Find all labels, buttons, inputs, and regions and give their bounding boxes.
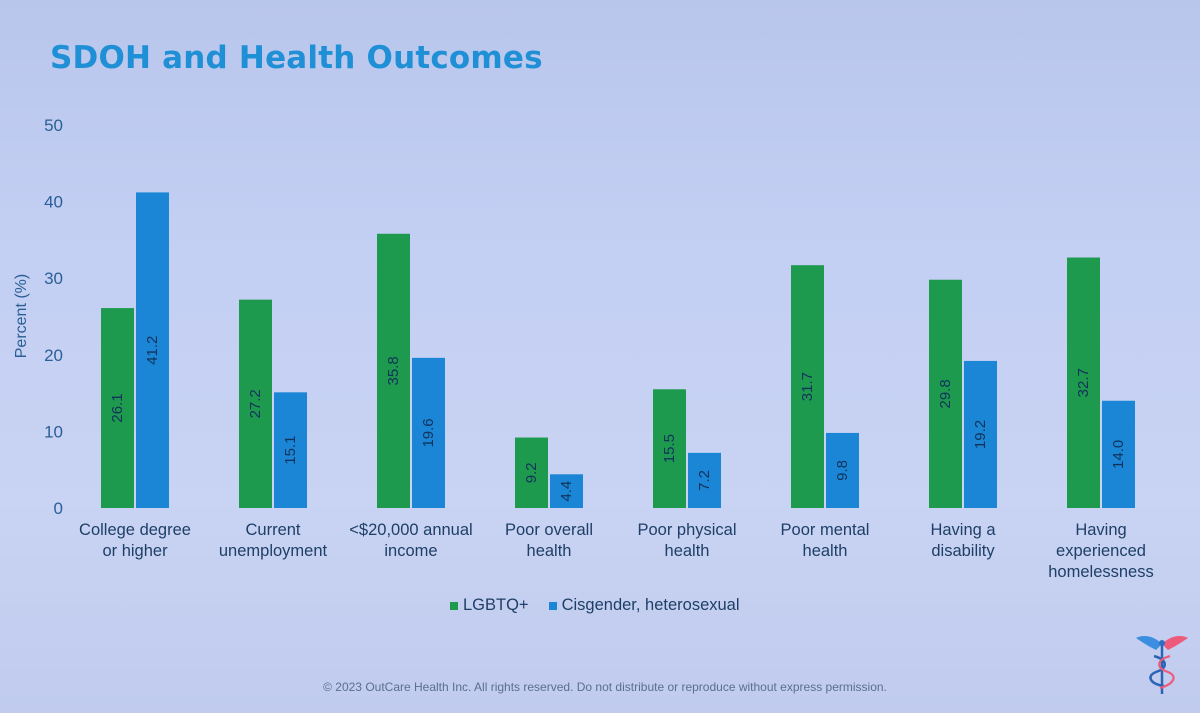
x-category-label: Poor mental bbox=[781, 521, 870, 539]
data-label: 9.2 bbox=[523, 462, 540, 483]
x-category-label: experienced bbox=[1056, 542, 1146, 560]
bar-lgbtq bbox=[929, 279, 962, 508]
data-label: 4.4 bbox=[558, 481, 575, 502]
x-category-label: disability bbox=[931, 542, 995, 560]
x-category-label: income bbox=[384, 542, 437, 560]
data-label: 29.8 bbox=[937, 379, 954, 408]
x-category-label: homelessness bbox=[1048, 563, 1153, 581]
y-axis-label: Percent (%) bbox=[13, 274, 30, 358]
y-tick-label: 0 bbox=[54, 499, 63, 518]
bar-cisgender bbox=[550, 474, 583, 508]
bar-cisgender bbox=[964, 360, 997, 508]
x-category-label: Poor overall bbox=[505, 521, 593, 539]
y-tick-label: 10 bbox=[44, 422, 63, 441]
legend-label-cisgender: Cisgender, heterosexual bbox=[561, 596, 740, 614]
copyright-notice: © 2023 OutCare Health Inc. All rights re… bbox=[323, 680, 887, 694]
x-category-label: Poor physical bbox=[637, 521, 736, 539]
bar-lgbtq bbox=[377, 233, 410, 508]
x-category-label: health bbox=[665, 542, 710, 560]
legend-label-lgbtq: LGBTQ+ bbox=[463, 596, 529, 614]
chart-legend: LGBTQ+ Cisgender, heterosexual bbox=[450, 596, 740, 615]
y-tick-label: 20 bbox=[44, 346, 63, 365]
x-category-label: <$20,000 annual bbox=[349, 521, 472, 539]
legend-item-lgbtq: LGBTQ+ bbox=[450, 596, 529, 615]
x-category-label: Having bbox=[1075, 521, 1126, 539]
bar-lgbtq bbox=[515, 437, 548, 508]
data-label: 19.2 bbox=[972, 420, 989, 449]
data-label: 19.6 bbox=[420, 418, 437, 447]
data-label: 15.5 bbox=[661, 434, 678, 463]
bar-cisgender bbox=[136, 192, 169, 508]
y-tick-label: 40 bbox=[44, 193, 63, 212]
bar-lgbtq bbox=[1067, 257, 1100, 508]
y-tick-label: 30 bbox=[44, 269, 63, 288]
data-label: 9.8 bbox=[834, 460, 851, 481]
bar-cisgender bbox=[274, 392, 307, 508]
data-label: 14.0 bbox=[1110, 440, 1127, 469]
data-label: 32.7 bbox=[1075, 368, 1092, 397]
data-label: 7.2 bbox=[696, 470, 713, 491]
legend-swatch-cisgender bbox=[548, 601, 557, 610]
x-category-label: unemployment bbox=[219, 542, 328, 560]
bar-cisgender bbox=[688, 452, 721, 508]
caduceus-logo-icon bbox=[1136, 636, 1188, 694]
bar-cisgender bbox=[412, 357, 445, 508]
bar-lgbtq bbox=[791, 265, 824, 508]
y-tick-label: 50 bbox=[44, 116, 63, 135]
data-label: 15.1 bbox=[282, 436, 299, 465]
x-category-label: College degree bbox=[79, 521, 191, 539]
x-category-label: Current bbox=[245, 521, 300, 539]
x-category-label: health bbox=[803, 542, 848, 560]
x-category-label: Having a bbox=[930, 521, 996, 539]
data-label: 31.7 bbox=[799, 372, 816, 401]
data-label: 35.8 bbox=[385, 356, 402, 385]
slide-title: SDOH and Health Outcomes bbox=[50, 40, 543, 76]
bar-cisgender bbox=[826, 432, 859, 508]
legend-swatch-lgbtq bbox=[450, 601, 458, 610]
bar-lgbtq bbox=[653, 389, 686, 508]
legend-item-cisgender: Cisgender, heterosexual bbox=[548, 596, 740, 615]
data-label: 41.2 bbox=[144, 336, 161, 365]
x-category-label: health bbox=[527, 542, 572, 560]
bar-cisgender bbox=[1102, 400, 1135, 508]
data-label: 27.2 bbox=[247, 389, 264, 418]
data-label: 26.1 bbox=[109, 393, 126, 422]
x-category-label: or higher bbox=[102, 542, 168, 560]
bar-lgbtq bbox=[101, 308, 134, 508]
bar-lgbtq bbox=[239, 299, 272, 508]
